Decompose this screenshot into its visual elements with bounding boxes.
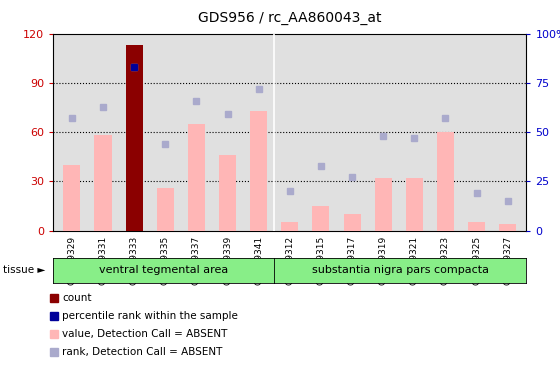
- Text: GDS956 / rc_AA860043_at: GDS956 / rc_AA860043_at: [198, 11, 381, 25]
- Bar: [343, 214, 361, 231]
- Bar: [250, 111, 267, 231]
- Bar: [468, 222, 485, 231]
- Bar: [95, 135, 111, 231]
- Bar: [437, 132, 454, 231]
- Bar: [188, 124, 205, 231]
- Text: count: count: [62, 293, 92, 303]
- Bar: [157, 188, 174, 231]
- Text: substantia nigra pars compacta: substantia nigra pars compacta: [312, 266, 489, 275]
- Bar: [312, 206, 329, 231]
- Bar: [406, 178, 423, 231]
- Text: rank, Detection Call = ABSENT: rank, Detection Call = ABSENT: [62, 347, 222, 357]
- Bar: [63, 165, 81, 231]
- Text: value, Detection Call = ABSENT: value, Detection Call = ABSENT: [62, 329, 227, 339]
- Text: tissue ►: tissue ►: [3, 266, 45, 275]
- Text: percentile rank within the sample: percentile rank within the sample: [62, 311, 238, 321]
- Bar: [219, 155, 236, 231]
- Bar: [125, 45, 143, 231]
- Text: ventral tegmental area: ventral tegmental area: [99, 266, 228, 275]
- Bar: [375, 178, 392, 231]
- Bar: [281, 222, 298, 231]
- Bar: [499, 224, 516, 231]
